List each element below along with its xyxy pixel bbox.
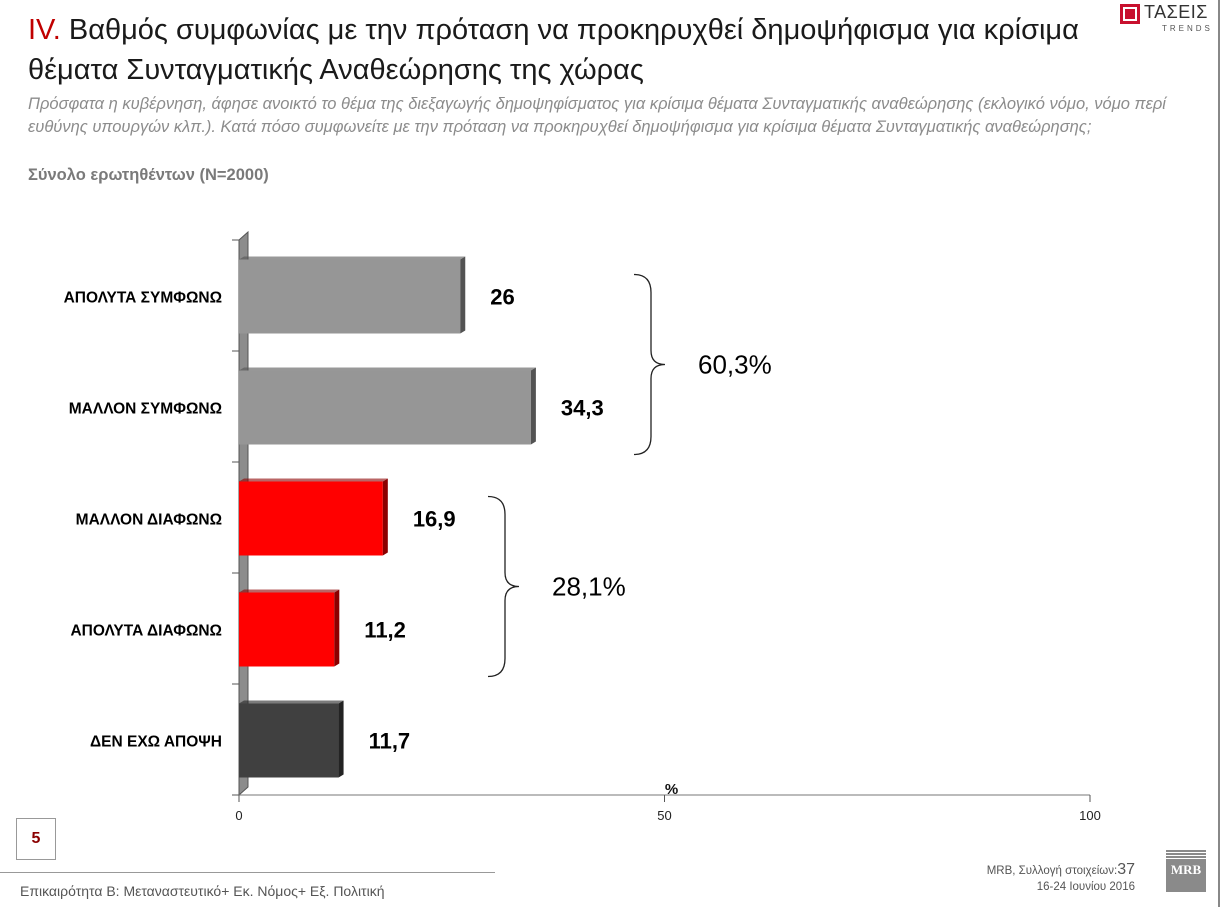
mrb-logo-text: MRB — [1170, 862, 1202, 877]
tasis-logo: ΤΑΣΕΙΣ TRENDS — [1120, 2, 1216, 36]
group-total-label: 28,1% — [552, 572, 626, 602]
bar-side — [382, 478, 388, 556]
tasis-logo-icon — [1120, 4, 1140, 24]
data-label: 11,2 — [364, 618, 406, 643]
collection-dates: 16-24 Ιουνίου 2016 — [1036, 881, 1135, 893]
bar — [239, 592, 335, 667]
title-number: IV. — [28, 14, 61, 46]
collection-label: MRB, Συλλογή στοιχείων: — [986, 865, 1118, 877]
bar — [239, 481, 383, 556]
x-tick-label: 100 — [1079, 808, 1101, 823]
x-axis-label: % — [665, 781, 678, 798]
category-label: ΜΑΛΛΟΝ ΔΙΑΦΩΝΩ — [76, 512, 222, 529]
tasis-logo-main: ΤΑΣΕΙΣ — [1144, 2, 1208, 22]
bar-side — [530, 367, 536, 445]
bar-top — [239, 589, 340, 593]
title-text: Βαθμός συμφωνίας με την πρόταση να προκη… — [28, 14, 1079, 86]
data-label: 34,3 — [561, 396, 604, 421]
tasis-logo-sub: TRENDS — [1162, 24, 1213, 33]
x-tick-label: 50 — [657, 808, 671, 823]
footer-section: Επικαιρότητα Β: Μεταναστευτικό+ Εκ. Νόμο… — [20, 883, 385, 899]
data-label: 11,7 — [369, 729, 411, 754]
group-brace — [633, 273, 666, 456]
category-label: ΑΠΟΛΥΤΑ ΣΥΜΦΩΝΩ — [64, 290, 222, 307]
category-label: ΑΠΟΛΥΤΑ ΔΙΑΦΩΝΩ — [70, 623, 222, 640]
mrb-logo-stripes — [1166, 850, 1206, 861]
bar-top — [239, 256, 466, 260]
group-total-label: 60,3% — [698, 350, 772, 380]
bar-top — [239, 700, 344, 704]
question-text: Πρόσφατα η κυβέρνηση, άφησε ανοικτό το θ… — [28, 95, 1166, 136]
bar-side — [338, 700, 344, 778]
mrb-logo: MRB — [1166, 850, 1206, 892]
bar-top — [239, 367, 536, 371]
footer-divider — [0, 872, 495, 873]
category-label: ΜΑΛΛΟΝ ΣΥΜΦΩΝΩ — [69, 401, 222, 418]
x-tick-label: 0 — [235, 808, 242, 823]
bar-side — [460, 256, 466, 334]
bar-top — [239, 478, 388, 482]
collection-number: 37 — [1117, 861, 1135, 878]
sample-base: Σύνολο ερωτηθέντων (Ν=2000) — [28, 166, 269, 184]
data-label: 16,9 — [413, 507, 456, 532]
page-number: 5 — [16, 818, 56, 860]
page-title: IV. Βαθμός συμφωνίας με την πρόταση να π… — [28, 10, 1108, 90]
group-brace — [487, 495, 520, 678]
category-label: ΔΕΝ ΕΧΩ ΑΠΟΨΗ — [90, 734, 222, 751]
page-border — [1218, 0, 1220, 907]
bar — [239, 703, 339, 778]
bar — [239, 259, 461, 334]
data-label: 26 — [490, 285, 514, 310]
bar-side — [334, 589, 340, 667]
bar — [239, 370, 531, 445]
collection-info: MRB, Συλλογή στοιχείων:37 16-24 Ιουνίου … — [945, 862, 1135, 895]
